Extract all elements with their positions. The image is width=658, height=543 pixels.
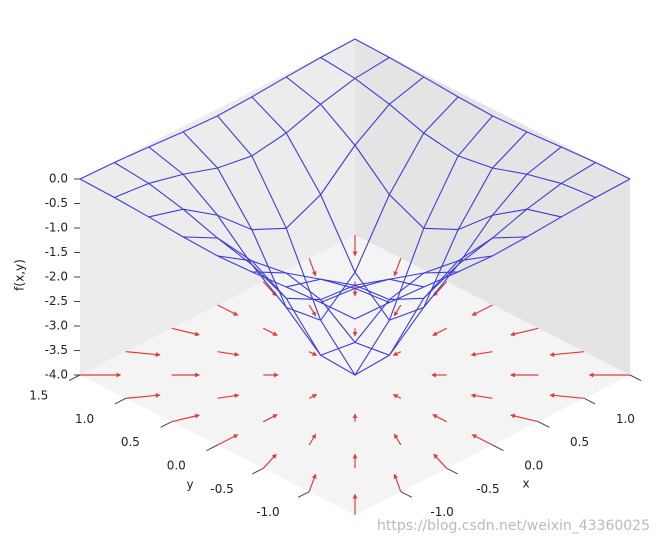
quiver-arrow (262, 453, 277, 469)
quiver-arrow (171, 327, 200, 337)
quiver-arrow (308, 351, 318, 356)
quiver-arrow (263, 414, 278, 423)
x-tick (629, 374, 642, 382)
quiver-arrow (308, 304, 317, 317)
quiver-arrow (510, 413, 539, 423)
quiver-arrow (217, 393, 240, 399)
quiver-arrow (217, 351, 240, 357)
y-tick-label: 1.5 (29, 389, 48, 403)
quiver-arrow (308, 258, 317, 277)
quiver-arrow (470, 393, 493, 399)
quiver-arrow (549, 393, 585, 399)
z-tick-label: -4.0 (45, 368, 68, 382)
y-tick (252, 467, 264, 475)
wire-column (217, 115, 493, 376)
x-tick-label: -0.5 (476, 482, 499, 496)
wire-column (320, 57, 596, 198)
quiver-arrow (392, 394, 402, 399)
z-tick-label: -1.0 (45, 221, 68, 235)
wire-column (251, 96, 527, 321)
quiver-arrow (171, 413, 200, 423)
wire-column (79, 178, 356, 320)
x-tick (583, 397, 596, 405)
y-tick-label: 0.0 (167, 459, 186, 473)
y-axis-label: y (186, 478, 193, 492)
quiver-arrow (308, 433, 317, 446)
x-tick-label: -1.0 (430, 505, 453, 519)
y-tick (68, 374, 81, 382)
quiver-arrow (125, 351, 161, 357)
quiver-arrow (549, 351, 585, 357)
quiver-arrow (308, 473, 317, 492)
quiver-arrow (393, 433, 402, 446)
x-tick (538, 421, 550, 428)
quiver-arrow (393, 258, 402, 277)
quiver-arrow (433, 281, 448, 297)
wire-column (114, 162, 390, 303)
x-tick-label: 0.0 (524, 459, 543, 473)
quiver-arrow (262, 281, 277, 297)
x-axis-label: x (522, 477, 529, 491)
quiver-arrow (510, 327, 539, 337)
back-right-pane (355, 39, 630, 375)
x-tick-label: 1.0 (616, 412, 635, 426)
wire-column (148, 146, 424, 301)
wire-column (285, 76, 562, 231)
y-tick-label: 1.0 (75, 412, 94, 426)
x-tick (400, 491, 413, 498)
quiver-arrow (308, 394, 318, 399)
z-tick-label: -3.5 (45, 343, 68, 357)
back-left-pane (80, 39, 355, 375)
z-tick-label: -3.0 (45, 319, 68, 333)
x-tick (492, 444, 504, 452)
y-tick-label: -0.5 (210, 482, 233, 496)
quiver-arrow (217, 434, 239, 446)
quiver-arrow (432, 414, 447, 423)
z-tick-label: -2.5 (45, 294, 68, 308)
y-tick (206, 444, 218, 452)
quiver-arrow (471, 434, 493, 446)
y-tick (114, 397, 127, 405)
y-tick (297, 491, 310, 498)
x-tick (446, 467, 458, 475)
y-tick (160, 421, 172, 428)
quiver-arrow (263, 327, 278, 336)
wire-column (354, 38, 631, 180)
quiver-arrow (217, 304, 239, 316)
quiver-arrow (125, 393, 161, 399)
z-tick-label: 0.0 (49, 172, 68, 186)
quiver-arrow (393, 304, 402, 317)
z-tick-label: -1.5 (45, 245, 68, 259)
z-tick-label: -2.0 (45, 270, 68, 284)
z-axis-label: f(x,y) (13, 259, 27, 291)
y-tick-label: -1.0 (256, 505, 279, 519)
quiver-arrow (432, 327, 447, 336)
quiver-arrow (392, 351, 402, 356)
x-tick-label: 0.5 (570, 435, 589, 449)
y-tick-label: 0.5 (121, 435, 140, 449)
quiver-arrow (471, 304, 493, 316)
quiver-arrow (433, 453, 448, 469)
quiver-arrow (470, 351, 493, 357)
wire-column (182, 131, 459, 356)
watermark: https://blog.csdn.net/weixin_43360025 (377, 518, 650, 534)
z-tick-label: -0.5 (45, 196, 68, 210)
quiver-arrow (393, 473, 402, 492)
